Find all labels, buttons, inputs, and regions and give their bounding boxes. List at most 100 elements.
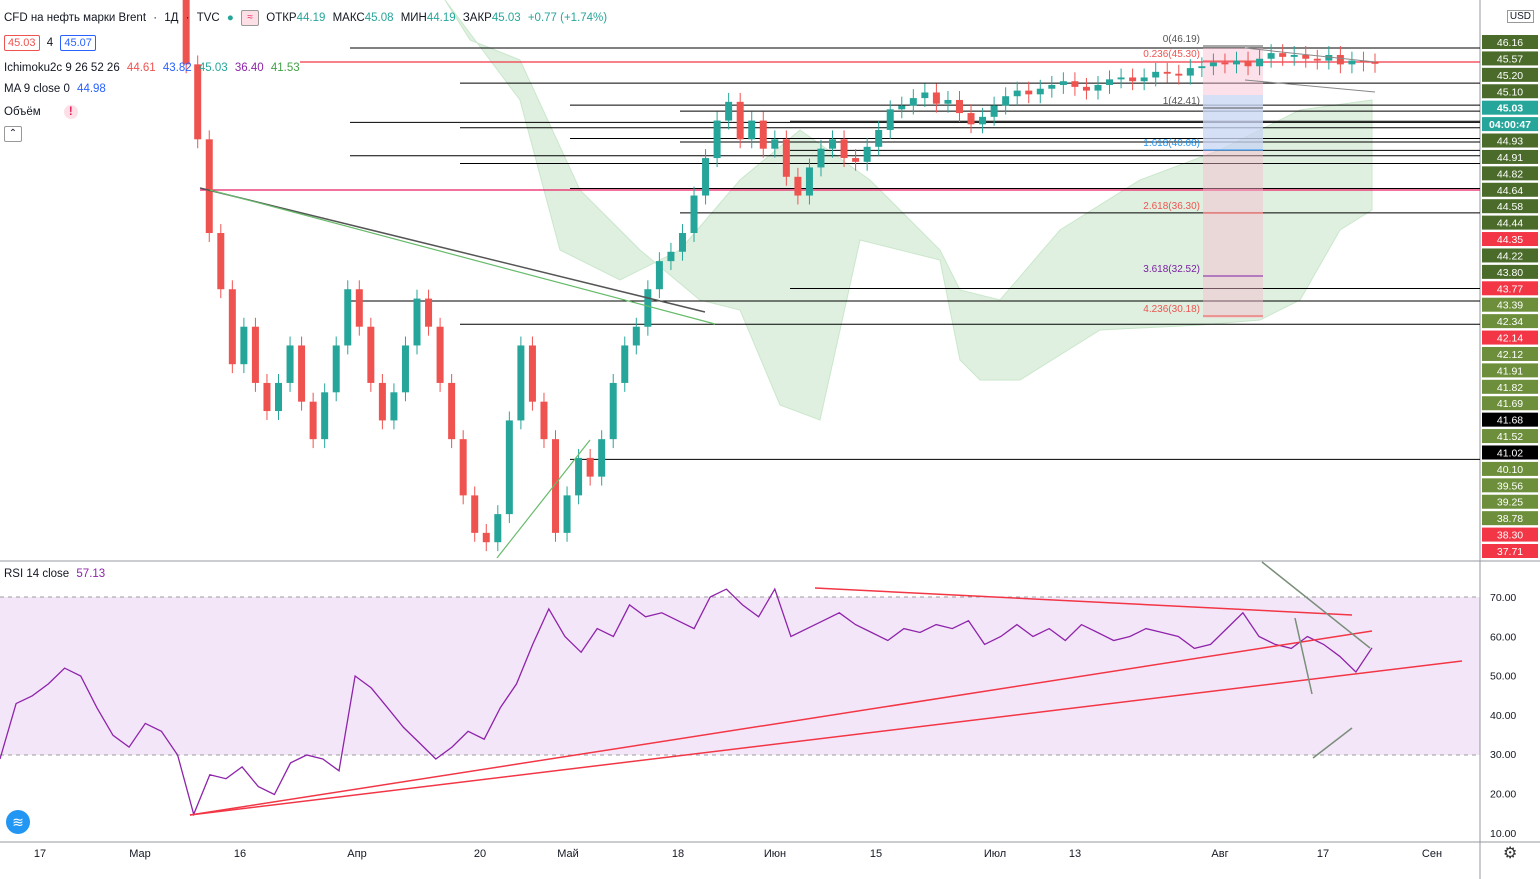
price-tag-bg [1482, 149, 1538, 164]
fib-label: 3.618(32.52) [1143, 264, 1200, 275]
candle-body [1371, 62, 1379, 64]
collapse-icon[interactable]: ⌃ [4, 126, 22, 142]
candle-body [217, 233, 225, 290]
candle-body [805, 167, 813, 196]
price-tag-bg [1482, 67, 1538, 82]
price-tag-bg [1482, 314, 1538, 329]
candle-body [205, 139, 213, 234]
candle-body [1232, 60, 1240, 65]
time-tick-label: Авг [1211, 848, 1228, 860]
candle-body [563, 495, 571, 533]
gear-icon[interactable]: ⚙ [1503, 845, 1518, 862]
price-tag-bg [1482, 232, 1538, 247]
symbol-name[interactable]: CFD на нефть марки Brent [4, 12, 147, 25]
candle-body [528, 345, 536, 402]
open-value: 44.19 [296, 12, 326, 25]
candle-body [448, 382, 456, 440]
candle-body [586, 457, 594, 477]
sell-button[interactable]: 45.03 [4, 35, 40, 51]
rsi-trend-line [1294, 617, 1313, 695]
candle-body [1175, 73, 1183, 76]
price-tag-bg [1482, 429, 1538, 444]
buy-button[interactable]: 45.07 [60, 35, 96, 51]
low-value: 44.19 [426, 12, 456, 25]
source-label: TVC [196, 12, 220, 25]
candle-body [1198, 66, 1206, 69]
candle-body [482, 532, 490, 543]
candle-body [182, 0, 190, 65]
price-tag-label: 45.03 [1497, 103, 1523, 115]
price-tag-bg [1482, 527, 1538, 542]
candles [182, 0, 1379, 552]
candle-body [748, 120, 756, 140]
price-tags: 46.16 45.57 45.20 45.10 45.03 04:00:47 44.93 44… [1482, 35, 1538, 558]
candle-body [344, 289, 352, 346]
candle-body [944, 99, 952, 104]
fib-label: 4.236(30.18) [1143, 304, 1200, 315]
price-tag-label: 38.30 [1497, 530, 1523, 542]
candle-body [725, 101, 733, 121]
fib-extension: 0(46.19) 0.236(45.30) 1(42.41) 1.618(40.08)… [1143, 34, 1263, 318]
candle-body [979, 116, 987, 125]
compare-icon[interactable]: ≈ [241, 10, 260, 26]
candle-body [886, 109, 894, 130]
rsi-value: 57.13 [76, 568, 106, 580]
interval-label[interactable]: 1Д [164, 12, 179, 25]
candle-body [863, 146, 871, 162]
low-label: МИН [400, 12, 427, 25]
horizontal-levels [200, 47, 1480, 460]
close-value: 45.03 [491, 12, 521, 25]
currency-label[interactable]: USD [1506, 10, 1534, 23]
price-tag-bg [1482, 396, 1538, 411]
candle-body [425, 298, 433, 327]
candle-body [990, 105, 998, 117]
spread-value: 4 [46, 37, 54, 49]
ma-legend[interactable]: MA 9 close 0 44.98 [4, 83, 110, 95]
candle-body [875, 129, 883, 147]
candle-body [1082, 86, 1090, 91]
rsi-tick-label: 40.00 [1490, 710, 1516, 722]
high-label: МАКС [332, 12, 365, 25]
price-tag-bg [1482, 35, 1538, 49]
candle-body [1244, 60, 1252, 67]
rsi-legend[interactable]: RSI 14 close 57.13 [4, 568, 109, 580]
ichimoku-label: Ichimoku2c 9 26 52 26 [4, 62, 120, 74]
fib-label: 1(42.41) [1163, 96, 1200, 107]
candle-body [471, 495, 479, 533]
candle-body [1025, 90, 1033, 95]
candle-body [275, 382, 283, 412]
price-tag-label: 39.56 [1497, 480, 1523, 492]
ichimoku-legend[interactable]: Ichimoku2c 9 26 52 26 44.61 43.82 45.03 … [4, 62, 304, 74]
eye-icon[interactable]: ● [226, 12, 234, 25]
candle-body [1140, 77, 1148, 82]
candle-body [1059, 81, 1067, 85]
candle-body [251, 326, 259, 383]
ichimoku-v3: 45.03 [198, 62, 228, 74]
price-tag-bg [1482, 544, 1538, 558]
price-tag-label: 44.91 [1497, 152, 1523, 164]
candle-body [713, 120, 721, 159]
price-tag-label: 44.58 [1497, 201, 1523, 213]
time-tick-label: Июн [764, 848, 786, 860]
tradingview-logo-icon[interactable]: ≋ [6, 810, 30, 834]
axes: 17 Мар 16 Апр 20 Май 18 Июн 15 Июл 13 Авг 17 Сен 70.00… [34, 592, 1517, 860]
candle-body [967, 113, 975, 125]
high-value: 45.08 [364, 12, 394, 25]
time-tick-label: 18 [672, 848, 684, 860]
trend-line [1244, 47, 1376, 63]
price-tag-label: 37.71 [1497, 546, 1523, 558]
price-tag-bg [1482, 51, 1538, 66]
ma-label: MA 9 close 0 [4, 83, 70, 95]
price-tag-bg [1482, 248, 1538, 263]
volume-legend[interactable]: Объём ! [4, 105, 82, 119]
candle-body [678, 233, 686, 252]
alert-icon[interactable]: ! [63, 105, 78, 119]
price-tag-label: 45.10 [1497, 86, 1523, 98]
candle-body [829, 139, 837, 149]
price-tag-label: 44.35 [1497, 234, 1523, 246]
price-tag-bg [1482, 182, 1538, 197]
fib-label: 1.618(40.08) [1143, 138, 1200, 149]
candle-body [540, 401, 548, 440]
candle-body [494, 514, 502, 543]
